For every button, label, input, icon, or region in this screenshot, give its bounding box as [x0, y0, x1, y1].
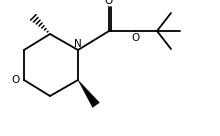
Text: O: O: [11, 75, 20, 85]
Polygon shape: [78, 80, 99, 107]
Text: O: O: [131, 33, 139, 43]
Text: N: N: [74, 39, 82, 49]
Text: O: O: [104, 0, 112, 6]
